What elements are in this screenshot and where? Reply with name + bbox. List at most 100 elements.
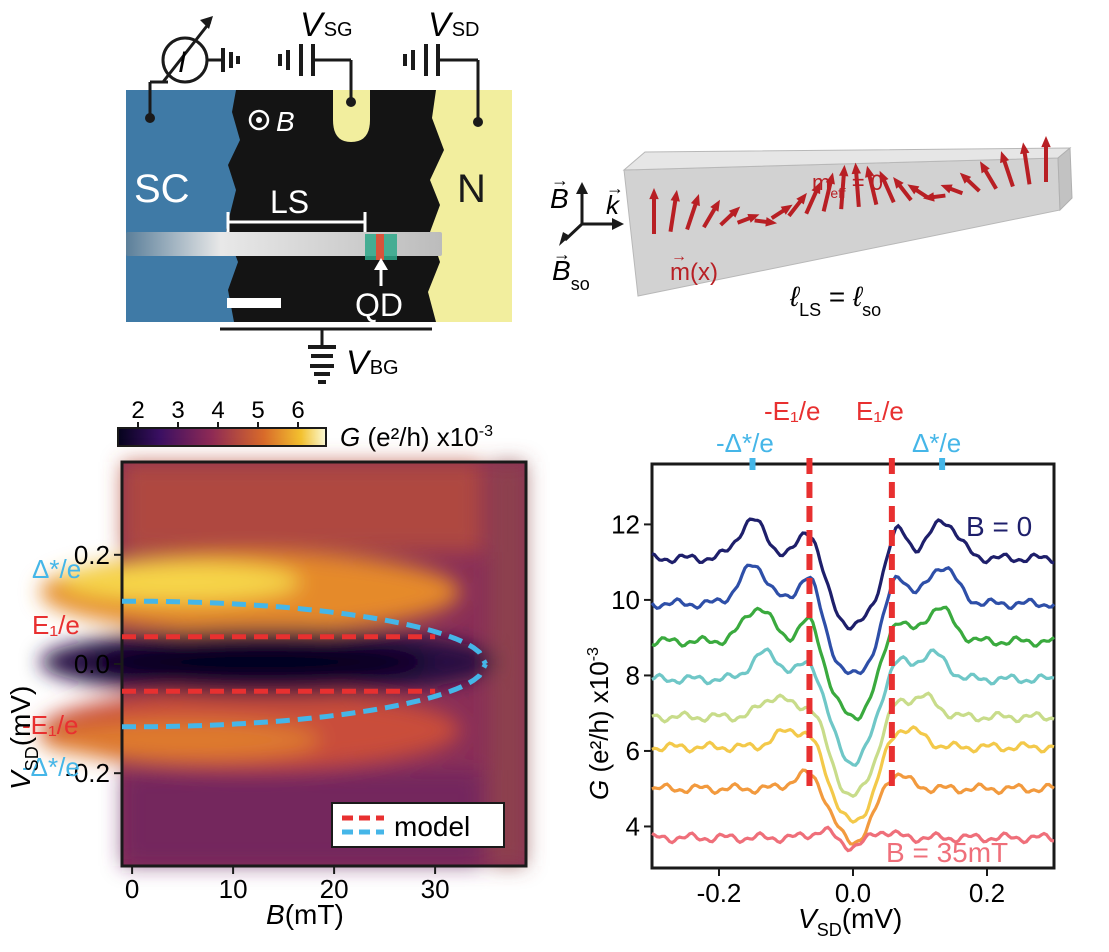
label-b-zero: B = 0 bbox=[966, 511, 1032, 542]
colormap-right-edge bbox=[490, 462, 526, 866]
magnetization-arrow-head bbox=[959, 172, 972, 184]
magnetization-arrow-head bbox=[879, 170, 889, 183]
bso-vector-label: Bso bbox=[552, 255, 590, 294]
magnetization-arrow-head bbox=[907, 184, 920, 195]
vbg-label: VBG bbox=[346, 344, 399, 382]
magnetization-arrow bbox=[853, 168, 861, 208]
colorbar-tick-label: 6 bbox=[291, 397, 304, 424]
linecut-xlabel: VSD(mV) bbox=[798, 903, 902, 940]
ammeter-label: I bbox=[178, 46, 186, 79]
colormap-xtick-label: 10 bbox=[219, 874, 248, 904]
length-equality-label: ℓLS = ℓso bbox=[789, 281, 881, 320]
colorbar-gradient bbox=[117, 427, 327, 447]
vsg-label: VSG bbox=[300, 6, 353, 44]
linecut-marker-lines bbox=[749, 458, 946, 789]
colormap-panel: 0.20.0-0.20 10 20 30 Δ*/e E₁/e -E₁/e -Δ*/e … bbox=[5, 460, 528, 930]
legend-box bbox=[331, 802, 505, 848]
magnetization-arrow-head bbox=[1000, 151, 1010, 164]
sc-label: SC bbox=[134, 167, 190, 211]
linecut-ytick-label: 10 bbox=[611, 585, 640, 615]
device-panel: SC N LS QD B bbox=[126, 90, 512, 323]
bso-vector-overarrow: → bbox=[553, 244, 571, 264]
linecut-series-line bbox=[651, 725, 1055, 824]
ammeter-arrow-head bbox=[200, 16, 213, 29]
magnetization-arrow-head bbox=[710, 199, 721, 212]
ls-label: LS bbox=[270, 184, 309, 220]
linecut-ticks: 4 6 8 10 12 -0.2 0.0 0.2 bbox=[611, 509, 1005, 908]
magnetization-arrow-head bbox=[979, 161, 990, 174]
colorbar-tick-label: 5 bbox=[251, 397, 264, 424]
colorbar-tick-label: 3 bbox=[171, 397, 184, 424]
label-b-35mt: B = 35mT bbox=[886, 837, 1008, 868]
linecut-series-line bbox=[650, 563, 1056, 676]
colormap-ytick-label: -0.2 bbox=[65, 758, 110, 788]
sg-contact-dot bbox=[346, 97, 356, 107]
magnetization-arrow-head bbox=[893, 176, 904, 189]
linecut-series-line bbox=[651, 605, 1056, 722]
top-label-e1-neg: -E₁/e bbox=[764, 396, 820, 426]
model-delta-lower bbox=[122, 662, 488, 730]
b-vector-overarrow: → bbox=[551, 170, 569, 190]
linecut-xtick-label: -0.2 bbox=[697, 878, 742, 908]
magnetization-arrow bbox=[821, 177, 834, 212]
meff-label: meff = 0 bbox=[812, 170, 883, 201]
colormap-xlabel: B(mT) bbox=[266, 899, 344, 930]
mx-label: m(x) bbox=[670, 259, 718, 286]
wire-end-face bbox=[1057, 146, 1073, 212]
legend-label: model bbox=[394, 811, 470, 842]
magnetization-arrow bbox=[1001, 156, 1015, 188]
magnetization-arrow-head bbox=[811, 182, 821, 195]
mx-overarrow: → bbox=[671, 248, 687, 265]
qd-arrow-head bbox=[374, 258, 388, 270]
colormap-xtick-label: 20 bbox=[320, 874, 349, 904]
magnetization-arrow-head bbox=[1020, 142, 1030, 155]
magnetization-arrow-head bbox=[825, 172, 835, 185]
magnetization-arrow-head bbox=[670, 189, 680, 202]
colormap-blobs bbox=[40, 462, 526, 866]
top-label-delta-neg: -Δ*/e bbox=[716, 428, 774, 458]
magnetization-arrow-head bbox=[865, 165, 875, 178]
colormap-lower-peak bbox=[40, 720, 320, 760]
nanowire-schematic bbox=[622, 136, 1073, 297]
n-contact-dot bbox=[473, 117, 483, 127]
bso-vector-arrow-icon bbox=[559, 232, 570, 246]
colormap-ticks: 0.2 0.0 -0.2 0 10 20 30 bbox=[65, 540, 449, 904]
sc-lead bbox=[126, 90, 240, 322]
linecut-series-line bbox=[651, 768, 1055, 846]
linecut-ytick-label: 4 bbox=[626, 811, 640, 841]
linecut-xtick-label: 0.2 bbox=[969, 878, 1005, 908]
colormap-xtick-label: 0 bbox=[125, 874, 139, 904]
magnetization-arrow bbox=[839, 170, 847, 210]
magnetization-arrow-head bbox=[1041, 136, 1051, 148]
colorbar-label: G (e²/h) x10-3 bbox=[340, 422, 493, 452]
linecut-ytick-label: 6 bbox=[626, 736, 640, 766]
linecut-series-line bbox=[651, 517, 1055, 631]
model-curves bbox=[122, 598, 488, 730]
magnetization-arrow bbox=[866, 171, 879, 206]
k-vector-label: k bbox=[606, 190, 621, 220]
b-field-label: B bbox=[276, 106, 295, 137]
top-label-delta-pos: Δ*/e bbox=[912, 428, 961, 458]
magnetization-arrow-head bbox=[780, 204, 793, 215]
colorbar-tick-label: 2 bbox=[131, 397, 144, 424]
colormap-ytick-label: 0.2 bbox=[74, 540, 110, 570]
annotation-delta-pos: Δ*/e bbox=[32, 554, 81, 584]
quantum-dot-center bbox=[376, 234, 384, 260]
ammeter-arrow bbox=[161, 21, 212, 83]
magnetization-arrow-head bbox=[747, 213, 760, 223]
colormap-gap-inner bbox=[90, 644, 430, 680]
vsd-label: VSD bbox=[428, 6, 479, 44]
b-vector-label: B bbox=[550, 183, 569, 214]
linecut-ylabel: G (e²/h) x10-3 bbox=[584, 647, 614, 800]
magnetization-arrow-head bbox=[922, 192, 935, 202]
colormap-ytick-label: 0.0 bbox=[74, 649, 110, 679]
magnetization-arrow bbox=[668, 195, 679, 233]
k-vector-overarrow: → bbox=[606, 178, 624, 198]
colormap-ylabel: VSD(mV) bbox=[5, 686, 42, 790]
linecut-series-line bbox=[651, 691, 1055, 799]
side-gate bbox=[333, 90, 370, 142]
n-label: N bbox=[457, 167, 486, 211]
